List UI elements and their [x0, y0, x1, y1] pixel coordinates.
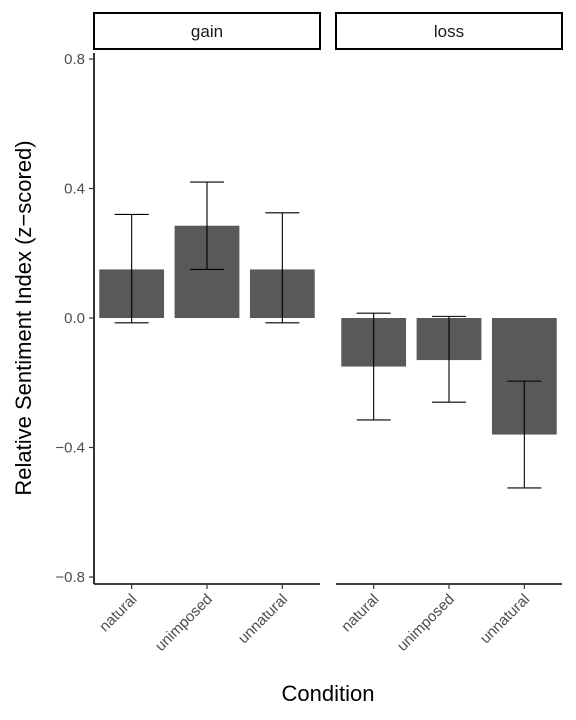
y-axis-title: Relative Sentiment Index (z−scored): [11, 140, 36, 495]
panel-loss: loss natural unimposed unnatural: [335, 12, 563, 655]
x-tick-label: natural: [338, 591, 382, 635]
x-tick-label: unnatural: [235, 591, 291, 647]
y-tick-label: 0.8: [64, 51, 85, 68]
facet-label: gain: [191, 22, 223, 41]
x-tick-label: natural: [96, 591, 140, 635]
y-tick-label: 0.4: [64, 181, 85, 198]
y-tick-label: −0.4: [55, 440, 85, 457]
x-tick-label: unimposed: [394, 591, 458, 655]
facet-label: loss: [434, 22, 464, 41]
y-axis: 0.8 0.4 0.0 −0.4 −0.8: [55, 51, 95, 586]
x-axis-title: Condition: [282, 681, 375, 706]
y-tick-label: 0.0: [64, 310, 85, 327]
facet-strip: [93, 12, 321, 50]
panel-gain: gain natural unimposed unnatural: [93, 12, 321, 655]
y-tick-label: −0.8: [55, 569, 85, 586]
facet-strip: [335, 12, 563, 50]
x-tick-label: unnatural: [477, 591, 533, 647]
panels-layer: gain natural unimposed unnatural loss natural…: [93, 12, 563, 655]
x-tick-label: unimposed: [152, 591, 216, 655]
